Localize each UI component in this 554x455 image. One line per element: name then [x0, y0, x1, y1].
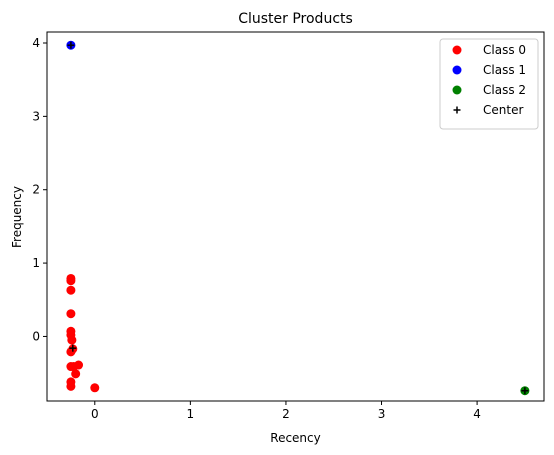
plot-area: [46, 31, 545, 402]
point-class-0: [90, 383, 100, 393]
x-tick-label: 2: [282, 407, 290, 421]
legend-label: Class 2: [483, 83, 526, 97]
y-tick-label: 0: [32, 329, 40, 343]
legend-box: [439, 38, 539, 130]
y-tick-label: 3: [32, 109, 40, 123]
center-marker: [521, 387, 529, 395]
y-axis-label: Frequency: [10, 186, 24, 248]
x-tick-label: 4: [473, 407, 481, 421]
center-marker: [67, 41, 75, 49]
y-tick-label: 1: [32, 256, 40, 270]
legend: Class 0 Class 1 Class 2 Center: [439, 38, 539, 130]
legend-label: Class 1: [483, 63, 526, 77]
y-axis: 0 1 2 3 4: [32, 36, 47, 343]
chart-title: Cluster Products: [238, 11, 353, 27]
point-class-0: [74, 360, 84, 370]
y-tick-label: 4: [32, 36, 40, 50]
point-class-0: [66, 276, 76, 286]
x-tick-label: 0: [91, 407, 99, 421]
y-tick-label: 2: [32, 183, 40, 197]
legend-marker-center: [453, 106, 461, 114]
legend-label: Center: [483, 103, 523, 117]
legend-marker-class-2: [452, 85, 462, 95]
x-axis-label: Recency: [270, 431, 320, 445]
point-class-0: [67, 335, 77, 345]
x-tick-label: 3: [378, 407, 386, 421]
legend-marker-class-0: [452, 45, 462, 55]
data-points: [66, 40, 530, 396]
legend-marker-class-1: [452, 65, 462, 75]
legend-label: Class 0: [483, 43, 526, 57]
x-tick-label: 1: [187, 407, 195, 421]
x-axis: 0 1 2 3 4: [91, 401, 481, 421]
point-class-0: [66, 309, 76, 319]
point-class-0: [66, 285, 76, 295]
center-marker: [69, 344, 77, 352]
point-class-0: [66, 381, 76, 391]
point-class-0: [71, 369, 81, 379]
